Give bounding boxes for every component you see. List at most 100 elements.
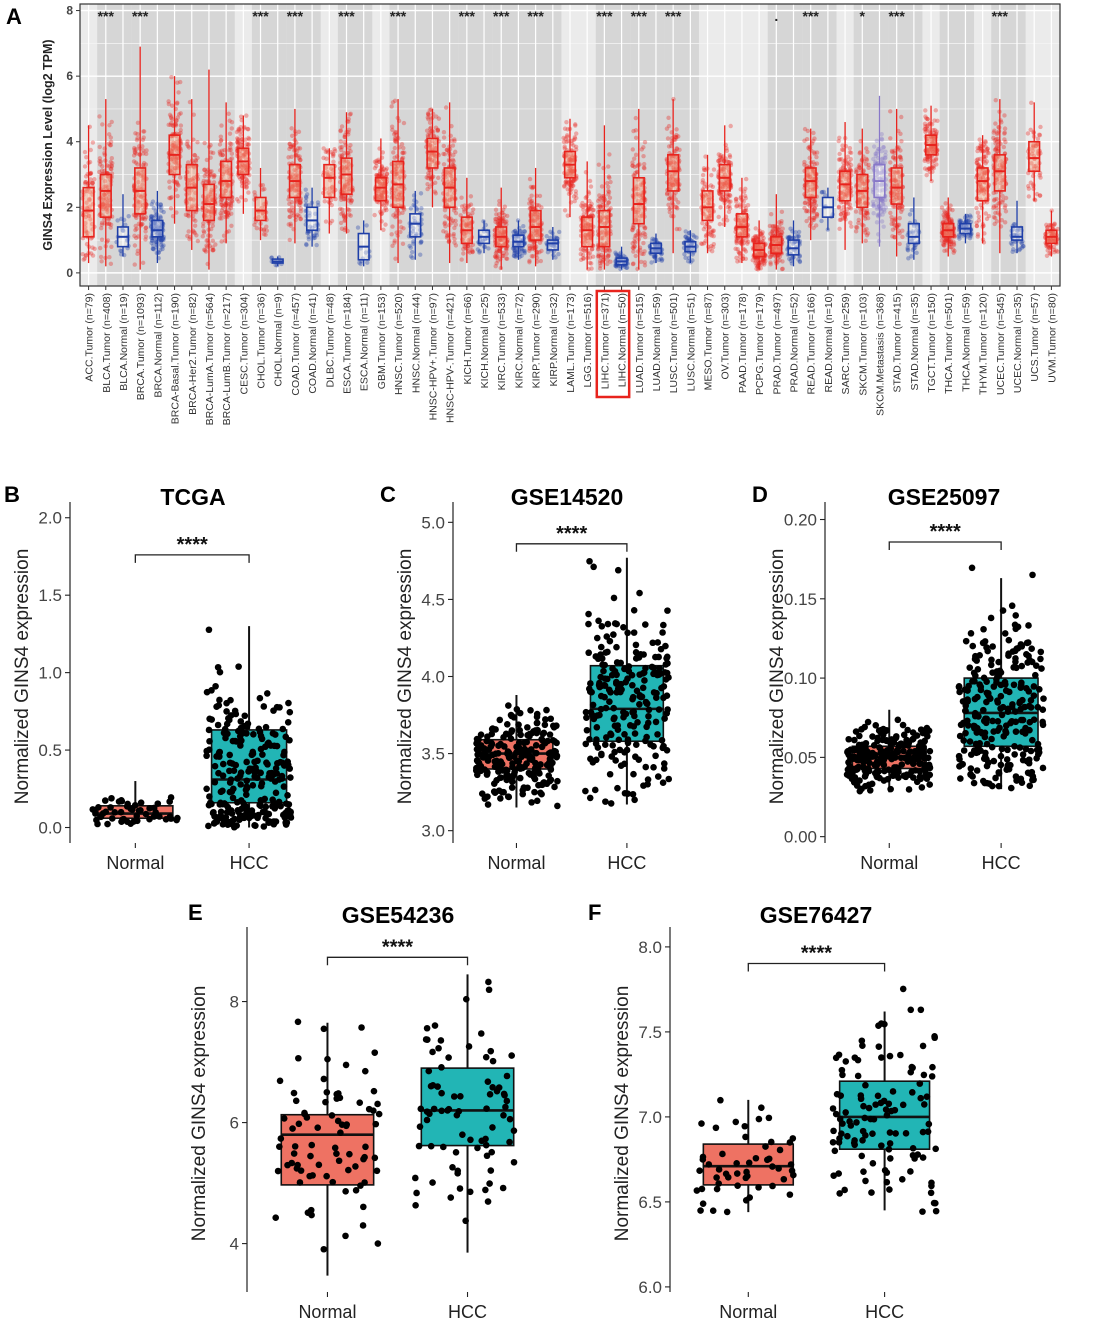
data-point bbox=[224, 213, 230, 218]
data-point bbox=[201, 230, 207, 235]
data-point bbox=[159, 237, 165, 243]
data-point bbox=[132, 147, 137, 152]
data-point bbox=[974, 205, 979, 211]
data-point bbox=[384, 166, 390, 171]
data-point bbox=[565, 213, 570, 218]
data-point bbox=[702, 240, 707, 246]
data-point bbox=[140, 216, 145, 222]
data-point bbox=[700, 172, 706, 178]
data-point bbox=[157, 237, 163, 243]
data-point bbox=[143, 215, 149, 220]
data-point bbox=[753, 226, 758, 231]
data-point bbox=[188, 197, 193, 202]
data-point bbox=[470, 207, 476, 212]
data-point bbox=[717, 221, 723, 227]
data-point bbox=[843, 157, 849, 162]
data-point bbox=[807, 223, 813, 229]
data-point bbox=[104, 205, 110, 211]
data-point bbox=[630, 163, 635, 168]
data-point bbox=[107, 123, 112, 128]
data-point bbox=[364, 223, 369, 228]
data-point bbox=[633, 135, 639, 140]
data-point bbox=[946, 217, 952, 222]
data-point bbox=[898, 209, 904, 215]
data-point bbox=[897, 154, 903, 159]
data-point bbox=[203, 179, 209, 184]
data-point bbox=[103, 191, 108, 196]
data-point bbox=[331, 152, 336, 157]
data-point bbox=[727, 154, 733, 160]
data-point bbox=[409, 249, 415, 255]
data-point bbox=[152, 220, 157, 226]
data-point bbox=[169, 103, 175, 108]
data-point bbox=[419, 239, 424, 244]
data-point bbox=[139, 215, 145, 221]
data-point bbox=[853, 229, 859, 234]
data-point bbox=[896, 205, 902, 211]
data-point bbox=[151, 243, 156, 248]
data-point bbox=[407, 243, 412, 249]
paired-group-band bbox=[131, 4, 235, 286]
data-point bbox=[314, 242, 319, 248]
data-point bbox=[97, 169, 102, 175]
data-point bbox=[229, 151, 235, 156]
data-point bbox=[98, 159, 103, 164]
data-point bbox=[134, 215, 139, 221]
data-point bbox=[236, 199, 241, 204]
data-point bbox=[442, 208, 448, 213]
data-point bbox=[175, 193, 180, 199]
data-point bbox=[134, 151, 139, 156]
data-point bbox=[90, 253, 96, 258]
data-point bbox=[219, 213, 224, 218]
data-point bbox=[728, 123, 733, 129]
panel-letter-d: D bbox=[752, 482, 768, 507]
data-point bbox=[201, 221, 206, 226]
data-point bbox=[133, 213, 138, 219]
data-point bbox=[135, 251, 140, 257]
data-point bbox=[630, 225, 635, 230]
data-point bbox=[641, 224, 646, 229]
data-point bbox=[674, 127, 679, 132]
data-point bbox=[202, 173, 207, 179]
data-point bbox=[641, 240, 646, 246]
data-point bbox=[210, 248, 216, 253]
data-point bbox=[502, 204, 508, 209]
data-point bbox=[443, 224, 448, 229]
data-point bbox=[170, 146, 175, 151]
data-point bbox=[81, 257, 86, 262]
data-point bbox=[295, 212, 300, 218]
data-point bbox=[666, 115, 671, 121]
data-point bbox=[298, 157, 303, 163]
data-point bbox=[201, 178, 207, 184]
panel-letter-f: F bbox=[588, 900, 601, 925]
data-point bbox=[442, 151, 448, 157]
data-point bbox=[135, 199, 140, 204]
data-point bbox=[158, 202, 163, 208]
data-point bbox=[355, 225, 361, 230]
data-point bbox=[1002, 220, 1008, 225]
data-point bbox=[578, 247, 584, 252]
data-point bbox=[521, 223, 526, 229]
data-point bbox=[134, 137, 140, 143]
data-point bbox=[133, 223, 138, 229]
data-point bbox=[674, 146, 680, 152]
data-point bbox=[1002, 130, 1007, 135]
data-point bbox=[84, 189, 89, 194]
data-point bbox=[983, 161, 988, 166]
data-point bbox=[932, 118, 937, 123]
data-point bbox=[195, 140, 200, 145]
data-point bbox=[854, 169, 859, 174]
data-point bbox=[187, 236, 192, 242]
data-point bbox=[891, 221, 896, 227]
data-point bbox=[530, 254, 536, 259]
data-point bbox=[570, 179, 575, 184]
data-point bbox=[837, 151, 842, 157]
data-point bbox=[204, 157, 210, 163]
data-point bbox=[315, 200, 321, 205]
data-point bbox=[186, 210, 191, 216]
data-point bbox=[175, 80, 180, 85]
data-point bbox=[190, 178, 196, 183]
data-point bbox=[924, 172, 929, 178]
data-point bbox=[719, 155, 724, 160]
data-point bbox=[607, 152, 612, 157]
